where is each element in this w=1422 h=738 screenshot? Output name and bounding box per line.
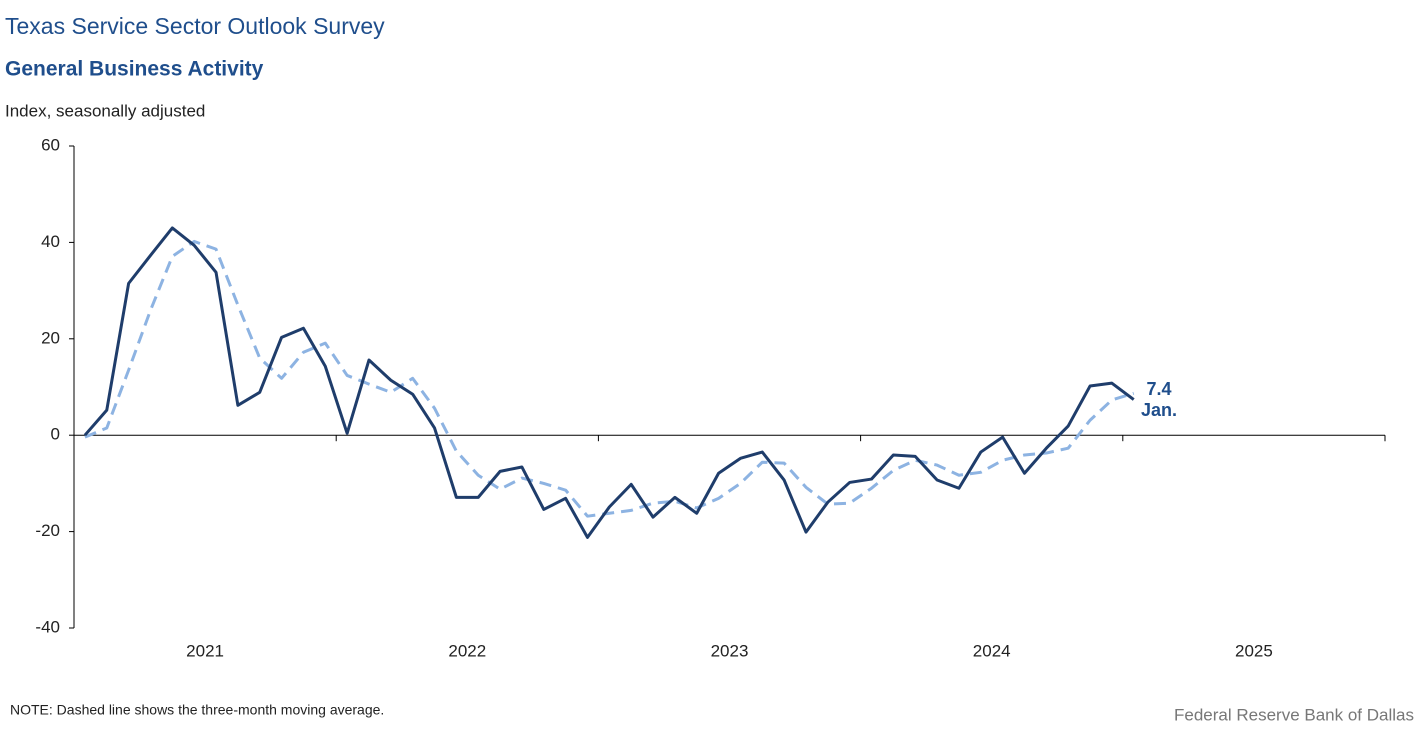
note: NOTE: Dashed line shows the three-month …: [10, 702, 384, 718]
end-period-label: Jan.: [1141, 400, 1177, 420]
y-axis-label: Index, seasonally adjusted: [5, 101, 205, 120]
y-tick-label: 0: [51, 425, 60, 444]
index-line: [83, 226, 1135, 539]
chart-subtitle: General Business Activity: [5, 58, 264, 81]
x-tick-label: 2023: [711, 641, 749, 660]
source: Federal Reserve Bank of Dallas: [1174, 705, 1414, 724]
x-tick-label: 2024: [973, 641, 1011, 660]
y-tick-label: 20: [41, 328, 60, 347]
x-tick-label: 2022: [448, 641, 486, 660]
x-tick-label: 2021: [186, 641, 224, 660]
y-tick-label: -40: [35, 617, 60, 636]
x-tick-label: 2025: [1235, 641, 1273, 660]
y-tick-label: 40: [41, 232, 60, 251]
y-tick-label: -20: [35, 521, 60, 540]
y-tick-label: 60: [41, 135, 60, 154]
end-value-label: 7.4: [1146, 379, 1171, 399]
chart-title: Texas Service Sector Outlook Survey: [5, 13, 385, 39]
moving-average-line: [84, 239, 1135, 518]
